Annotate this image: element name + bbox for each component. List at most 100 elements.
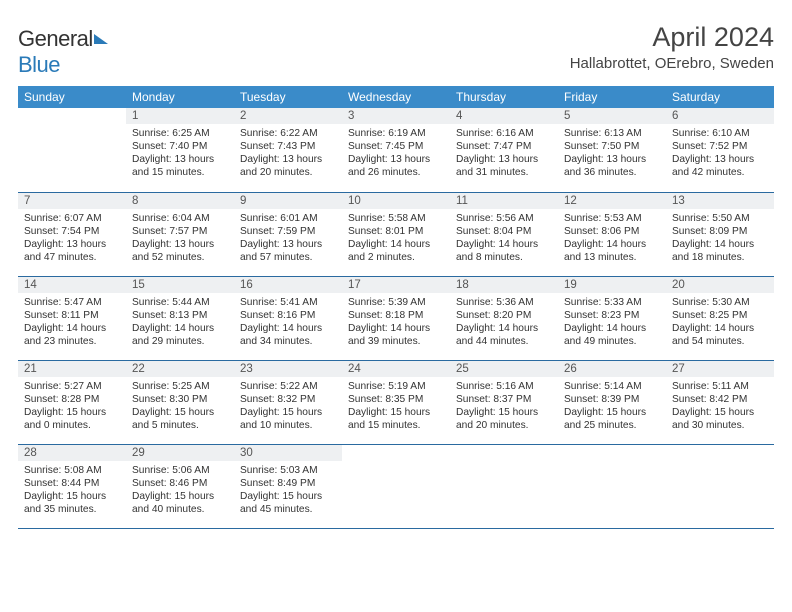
logo-triangle-icon: [94, 34, 108, 44]
calendar-day-cell: 9Sunrise: 6:01 AMSunset: 7:59 PMDaylight…: [234, 192, 342, 276]
calendar-day-cell: 23Sunrise: 5:22 AMSunset: 8:32 PMDayligh…: [234, 360, 342, 444]
calendar-day-cell: 5Sunrise: 6:13 AMSunset: 7:50 PMDaylight…: [558, 108, 666, 192]
calendar-day-cell: 3Sunrise: 6:19 AMSunset: 7:45 PMDaylight…: [342, 108, 450, 192]
calendar-day-cell: 6Sunrise: 6:10 AMSunset: 7:52 PMDaylight…: [666, 108, 774, 192]
calendar-day-cell: 29Sunrise: 5:06 AMSunset: 8:46 PMDayligh…: [126, 444, 234, 528]
day-number: 16: [234, 277, 342, 293]
calendar-day-cell: 8Sunrise: 6:04 AMSunset: 7:57 PMDaylight…: [126, 192, 234, 276]
day-number: 7: [18, 193, 126, 209]
day-number: 26: [558, 361, 666, 377]
calendar-week-row: 14Sunrise: 5:47 AMSunset: 8:11 PMDayligh…: [18, 276, 774, 360]
day-details: Sunrise: 5:56 AMSunset: 8:04 PMDaylight:…: [450, 209, 558, 269]
day-number: 2: [234, 108, 342, 124]
calendar-week-row: 21Sunrise: 5:27 AMSunset: 8:28 PMDayligh…: [18, 360, 774, 444]
calendar-day-cell: 21Sunrise: 5:27 AMSunset: 8:28 PMDayligh…: [18, 360, 126, 444]
day-details: Sunrise: 5:14 AMSunset: 8:39 PMDaylight:…: [558, 377, 666, 437]
day-details: Sunrise: 5:50 AMSunset: 8:09 PMDaylight:…: [666, 209, 774, 269]
logo-part1: General: [18, 26, 93, 51]
day-details: Sunrise: 5:44 AMSunset: 8:13 PMDaylight:…: [126, 293, 234, 353]
calendar-page: General Blue April 2024 Hallabrottet, OE…: [0, 0, 792, 539]
logo-text: General Blue: [18, 26, 108, 78]
day-details: Sunrise: 5:47 AMSunset: 8:11 PMDaylight:…: [18, 293, 126, 353]
day-details: Sunrise: 6:19 AMSunset: 7:45 PMDaylight:…: [342, 124, 450, 184]
day-number: 3: [342, 108, 450, 124]
calendar-day-cell: 2Sunrise: 6:22 AMSunset: 7:43 PMDaylight…: [234, 108, 342, 192]
calendar-day-cell: 4Sunrise: 6:16 AMSunset: 7:47 PMDaylight…: [450, 108, 558, 192]
day-details: Sunrise: 5:22 AMSunset: 8:32 PMDaylight:…: [234, 377, 342, 437]
day-number: 12: [558, 193, 666, 209]
day-details: Sunrise: 5:08 AMSunset: 8:44 PMDaylight:…: [18, 461, 126, 521]
day-number: 8: [126, 193, 234, 209]
day-details: Sunrise: 6:07 AMSunset: 7:54 PMDaylight:…: [18, 209, 126, 269]
weekday-header: Saturday: [666, 86, 774, 108]
calendar-day-cell: 22Sunrise: 5:25 AMSunset: 8:30 PMDayligh…: [126, 360, 234, 444]
calendar-thead: SundayMondayTuesdayWednesdayThursdayFrid…: [18, 86, 774, 108]
day-details: Sunrise: 5:27 AMSunset: 8:28 PMDaylight:…: [18, 377, 126, 437]
weekday-header: Monday: [126, 86, 234, 108]
day-number: 30: [234, 445, 342, 461]
day-number: 4: [450, 108, 558, 124]
calendar-day-cell: 26Sunrise: 5:14 AMSunset: 8:39 PMDayligh…: [558, 360, 666, 444]
header: General Blue April 2024 Hallabrottet, OE…: [18, 22, 774, 78]
day-number: 9: [234, 193, 342, 209]
day-number: 14: [18, 277, 126, 293]
day-number: 21: [18, 361, 126, 377]
day-number: 17: [342, 277, 450, 293]
calendar-empty-cell: [342, 444, 450, 528]
weekday-header: Thursday: [450, 86, 558, 108]
calendar-week-row: 7Sunrise: 6:07 AMSunset: 7:54 PMDaylight…: [18, 192, 774, 276]
day-number: 10: [342, 193, 450, 209]
day-details: Sunrise: 6:25 AMSunset: 7:40 PMDaylight:…: [126, 124, 234, 184]
day-number: 24: [342, 361, 450, 377]
day-details: Sunrise: 6:10 AMSunset: 7:52 PMDaylight:…: [666, 124, 774, 184]
weekday-row: SundayMondayTuesdayWednesdayThursdayFrid…: [18, 86, 774, 108]
calendar-empty-cell: [558, 444, 666, 528]
day-details: Sunrise: 6:13 AMSunset: 7:50 PMDaylight:…: [558, 124, 666, 184]
day-details: Sunrise: 5:16 AMSunset: 8:37 PMDaylight:…: [450, 377, 558, 437]
day-details: Sunrise: 6:04 AMSunset: 7:57 PMDaylight:…: [126, 209, 234, 269]
day-number: 22: [126, 361, 234, 377]
day-details: Sunrise: 5:03 AMSunset: 8:49 PMDaylight:…: [234, 461, 342, 521]
day-details: Sunrise: 5:25 AMSunset: 8:30 PMDaylight:…: [126, 377, 234, 437]
calendar-day-cell: 12Sunrise: 5:53 AMSunset: 8:06 PMDayligh…: [558, 192, 666, 276]
day-details: Sunrise: 6:16 AMSunset: 7:47 PMDaylight:…: [450, 124, 558, 184]
day-details: Sunrise: 5:30 AMSunset: 8:25 PMDaylight:…: [666, 293, 774, 353]
calendar-day-cell: 27Sunrise: 5:11 AMSunset: 8:42 PMDayligh…: [666, 360, 774, 444]
calendar-empty-cell: [450, 444, 558, 528]
calendar-day-cell: 13Sunrise: 5:50 AMSunset: 8:09 PMDayligh…: [666, 192, 774, 276]
calendar-day-cell: 24Sunrise: 5:19 AMSunset: 8:35 PMDayligh…: [342, 360, 450, 444]
calendar-day-cell: 17Sunrise: 5:39 AMSunset: 8:18 PMDayligh…: [342, 276, 450, 360]
day-number: 27: [666, 361, 774, 377]
day-number: 29: [126, 445, 234, 461]
day-number: 23: [234, 361, 342, 377]
day-number: 13: [666, 193, 774, 209]
calendar-day-cell: 15Sunrise: 5:44 AMSunset: 8:13 PMDayligh…: [126, 276, 234, 360]
logo-part2: Blue: [18, 52, 60, 77]
calendar-day-cell: 18Sunrise: 5:36 AMSunset: 8:20 PMDayligh…: [450, 276, 558, 360]
calendar-day-cell: 25Sunrise: 5:16 AMSunset: 8:37 PMDayligh…: [450, 360, 558, 444]
day-details: Sunrise: 5:19 AMSunset: 8:35 PMDaylight:…: [342, 377, 450, 437]
day-number: 5: [558, 108, 666, 124]
weekday-header: Tuesday: [234, 86, 342, 108]
day-details: Sunrise: 5:11 AMSunset: 8:42 PMDaylight:…: [666, 377, 774, 437]
calendar-day-cell: 7Sunrise: 6:07 AMSunset: 7:54 PMDaylight…: [18, 192, 126, 276]
day-number: 20: [666, 277, 774, 293]
day-number: 18: [450, 277, 558, 293]
title-block: April 2024 Hallabrottet, OErebro, Sweden: [570, 22, 774, 72]
calendar-day-cell: 11Sunrise: 5:56 AMSunset: 8:04 PMDayligh…: [450, 192, 558, 276]
calendar-day-cell: 20Sunrise: 5:30 AMSunset: 8:25 PMDayligh…: [666, 276, 774, 360]
month-title: April 2024: [570, 22, 774, 53]
day-number: 28: [18, 445, 126, 461]
calendar-day-cell: 28Sunrise: 5:08 AMSunset: 8:44 PMDayligh…: [18, 444, 126, 528]
day-details: Sunrise: 6:01 AMSunset: 7:59 PMDaylight:…: [234, 209, 342, 269]
calendar-day-cell: 16Sunrise: 5:41 AMSunset: 8:16 PMDayligh…: [234, 276, 342, 360]
day-details: Sunrise: 5:41 AMSunset: 8:16 PMDaylight:…: [234, 293, 342, 353]
calendar-day-cell: 14Sunrise: 5:47 AMSunset: 8:11 PMDayligh…: [18, 276, 126, 360]
calendar-table: SundayMondayTuesdayWednesdayThursdayFrid…: [18, 86, 774, 529]
calendar-body: 1Sunrise: 6:25 AMSunset: 7:40 PMDaylight…: [18, 108, 774, 528]
day-number: 6: [666, 108, 774, 124]
calendar-day-cell: 30Sunrise: 5:03 AMSunset: 8:49 PMDayligh…: [234, 444, 342, 528]
calendar-week-row: 28Sunrise: 5:08 AMSunset: 8:44 PMDayligh…: [18, 444, 774, 528]
day-number: 19: [558, 277, 666, 293]
calendar-day-cell: 10Sunrise: 5:58 AMSunset: 8:01 PMDayligh…: [342, 192, 450, 276]
